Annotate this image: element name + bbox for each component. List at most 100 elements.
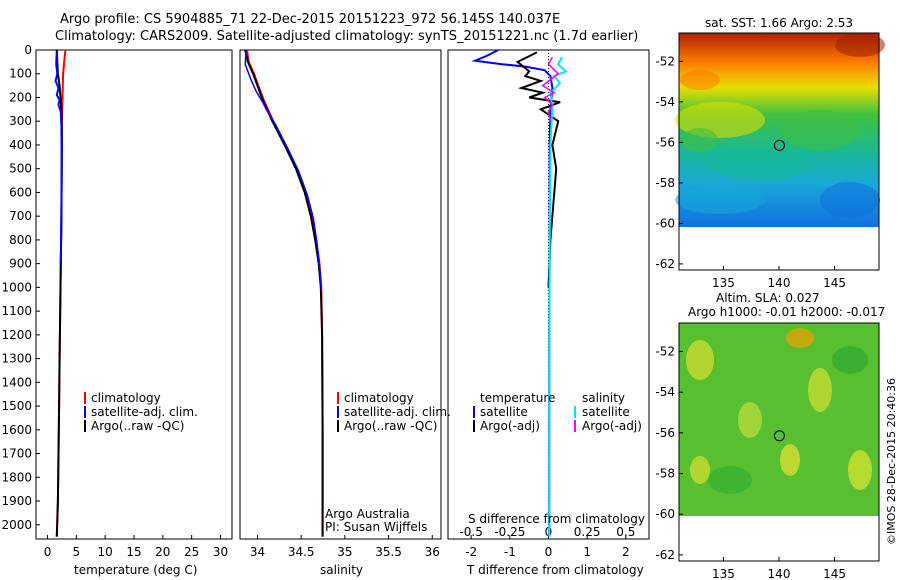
sla-map-title-line-2: Argo h1000: -0.01 h2000: -0.017: [688, 305, 886, 319]
differences-x-tick-label: 0: [545, 545, 553, 559]
diff-legend-t-satellite: satellite: [480, 405, 528, 419]
salinity-series-group: [244, 50, 324, 537]
sla-texture-patch: [738, 402, 762, 438]
sla_map-y-tick-label: -56: [655, 426, 675, 440]
sst-texture-patch: [682, 128, 718, 152]
salinity-legend-satellite: satellite-adj. clim.: [344, 405, 451, 419]
sla_map-x-tick-label: 135: [712, 567, 735, 580]
salinity-x-tick-label: 34: [250, 545, 265, 559]
sst-texture-patch: [820, 182, 880, 218]
differences-top-tick-label: 0.5: [616, 525, 635, 539]
salinity-xlabel: salinity: [320, 563, 364, 577]
sst-texture-patch: [675, 186, 765, 214]
argo-australia-credit: Argo Australia: [325, 507, 410, 521]
temperature-y-tick-label: 1700: [1, 447, 32, 461]
temperature-y-tick-label: 700: [9, 209, 32, 223]
sst-texture-patch: [780, 110, 860, 150]
temperature-series-group: [54, 50, 67, 537]
sla-map-title-line-1: Altim. SLA: 0.027: [716, 291, 820, 305]
temperature-y-tick-label: 400: [9, 138, 32, 152]
temperature-legend-satellite: satellite-adj. clim.: [91, 405, 198, 419]
salinity-line-climatology: [246, 50, 324, 537]
sst_map-y-tick-label: -52: [655, 54, 675, 68]
sst_map-x-tick-label: 145: [823, 276, 846, 290]
sla-texture-patch: [848, 450, 872, 490]
sla-texture-patch: [708, 466, 752, 494]
sla_map-argo-marker: [773, 430, 785, 442]
sst-map-image: [675, 33, 885, 270]
sst-texture-patch: [710, 149, 810, 181]
sst_map-y-tick-label: -56: [655, 135, 675, 149]
differences-x-tick-label: 2: [622, 545, 630, 559]
differences-top-tick-label: 0.25: [574, 525, 601, 539]
imos-stamp: ©IMOS 28-Dec-2015 20:40:36: [885, 378, 898, 545]
differences-series-group: [471, 50, 568, 537]
title-line-1: Argo profile: CS 5904885_71 22-Dec-2015 …: [60, 12, 561, 27]
temperature-y-tick-label: 1600: [1, 423, 32, 437]
diff-legend-salinity-title: salinity: [582, 391, 626, 405]
salinity-line-argo-raw-qc: [244, 51, 323, 290]
temperature-y-tick-label: 800: [9, 233, 32, 247]
temperature-x-tick-label: 30: [213, 545, 228, 559]
pi-credit: PI: Susan Wijffels: [325, 520, 428, 534]
temperature-x-tick-label: 15: [126, 545, 141, 559]
differences-x-tick-label: -2: [465, 545, 477, 559]
temperature-y-tick-label: 300: [9, 114, 32, 128]
t-difference-xlabel: T difference from climatology: [467, 563, 644, 577]
salinity-line-satellite-adj-clim: [244, 50, 324, 537]
temperature-x-tick-label: 0: [44, 545, 52, 559]
temperature-x-tick-label: 25: [184, 545, 199, 559]
differences-line-t-satellite: [471, 50, 554, 537]
temperature-y-tick-label: 200: [9, 90, 32, 104]
salinity-x-tick-label: 35: [337, 545, 352, 559]
temperature-y-tick-label: 1900: [1, 494, 32, 508]
differences-line-s-argo-adj: [541, 56, 560, 122]
temperature-x-tick-label: 20: [155, 545, 170, 559]
s-difference-xlabel: S difference from climatology: [468, 512, 645, 526]
temperature-legend-climatology: climatology: [91, 391, 161, 405]
temperature-y-tick-label: 1500: [1, 399, 32, 413]
differences-line-s-satellite: [548, 56, 568, 537]
sla_map-x-tick-label: 145: [823, 567, 846, 580]
sla-texture-patch: [690, 456, 710, 484]
diff-legend-temperature-title: temperature: [480, 391, 556, 405]
sst_map-x-tick-label: 140: [768, 276, 791, 290]
sla_map-x-tick-label: 140: [768, 567, 791, 580]
temperature-y-tick-label: 1100: [1, 304, 32, 318]
sst_map-y-tick-label: -62: [655, 257, 675, 271]
salinity-legend-climatology: climatology: [344, 391, 414, 405]
temperature-y-tick-label: 100: [9, 67, 32, 81]
sla_map-y-tick-label: -54: [655, 385, 675, 399]
temperature-xlabel: temperature (deg C): [74, 563, 198, 577]
temperature-y-tick-label: 1000: [1, 280, 32, 294]
differences-line-t-argo-adj: [515, 51, 561, 288]
temperature-y-tick-label: 0: [24, 43, 32, 57]
sst_map-y-tick-label: -60: [655, 216, 675, 230]
temperature-axes-frame: [35, 49, 233, 540]
salinity-legend-argo: Argo(..raw -QC): [344, 419, 438, 433]
diff-legend-s-argo: Argo(-adj): [582, 419, 642, 433]
sla-map-image: [679, 323, 879, 561]
sst-texture-patch: [680, 70, 720, 90]
temperature-y-tick-label: 900: [9, 257, 32, 271]
sla-texture-patch: [686, 340, 714, 380]
sst_map-y-tick-label: -58: [655, 176, 675, 190]
salinity-axes-frame: [239, 49, 442, 540]
temperature-legend-argo: Argo(..raw -QC): [91, 419, 185, 433]
sla-texture-patch: [780, 444, 800, 476]
title-line-2: Climatology: CARS2009. Satellite-adjuste…: [55, 29, 639, 44]
sla_map-y-tick-label: -52: [655, 344, 675, 358]
diff-legend-s-satellite: satellite: [582, 405, 630, 419]
salinity-x-tick-label: 35.5: [375, 545, 402, 559]
differences-x-tick-label: 1: [583, 545, 591, 559]
differences-x-tick-label: -1: [504, 545, 516, 559]
temperature-x-tick-label: 5: [73, 545, 81, 559]
temperature-y-tick-label: 1200: [1, 328, 32, 342]
sst-map-title: sat. SST: 1.66 Argo: 2.53: [705, 16, 854, 30]
sla_map-y-tick-label: -60: [655, 507, 675, 521]
sla-texture-patch: [832, 346, 868, 374]
temperature-y-tick-label: 1300: [1, 352, 32, 366]
differences-top-tick-label: -0.5: [459, 525, 482, 539]
